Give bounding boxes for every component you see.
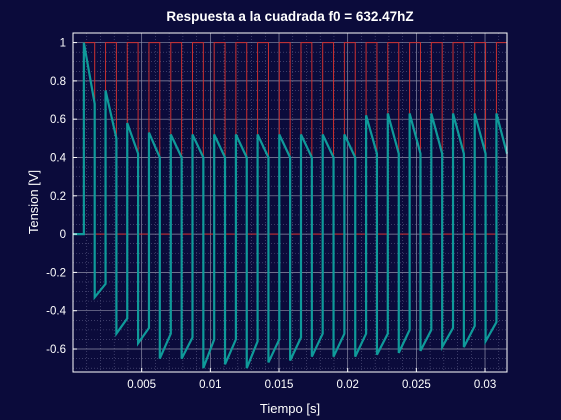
y-axis: -0.6 -0.4 -0.2 0 0.2 0.4 0.6 0.8 1 [46, 38, 77, 356]
chart-title: Respuesta a la cuadrada f0 = 632.47hZ [166, 9, 413, 24]
y-tick-label: -0.6 [46, 344, 66, 356]
plot-area-border [72, 32, 508, 373]
x-tick-label: 0.01 [199, 379, 221, 391]
series-layer [73, 42, 509, 369]
y-tick-label: 0.6 [50, 114, 66, 126]
x-tick-label: 0.03 [474, 379, 496, 391]
y-tick-label: -0.4 [46, 306, 66, 318]
x-tick-label: 0.005 [127, 379, 156, 391]
x-tick-label: 0.025 [402, 379, 431, 391]
y-axis-label: Tension [V] [26, 170, 41, 234]
y-tick-label: 0.8 [50, 76, 66, 88]
y-tick-label: -0.2 [46, 267, 66, 279]
y-tick-label: 0 [60, 229, 66, 241]
x-axis: 0.005 0.01 0.015 0.02 0.025 0.03 [127, 368, 496, 391]
y-tick-label: 0.4 [50, 152, 67, 164]
y-tick-label: 1 [60, 38, 66, 50]
x-axis-label: Tiempo [s] [260, 401, 320, 416]
x-tick-label: 0.02 [336, 379, 358, 391]
response-line [73, 42, 509, 369]
y-tick-label: 0.2 [50, 191, 66, 203]
x-tick-label: 0.015 [265, 379, 294, 391]
